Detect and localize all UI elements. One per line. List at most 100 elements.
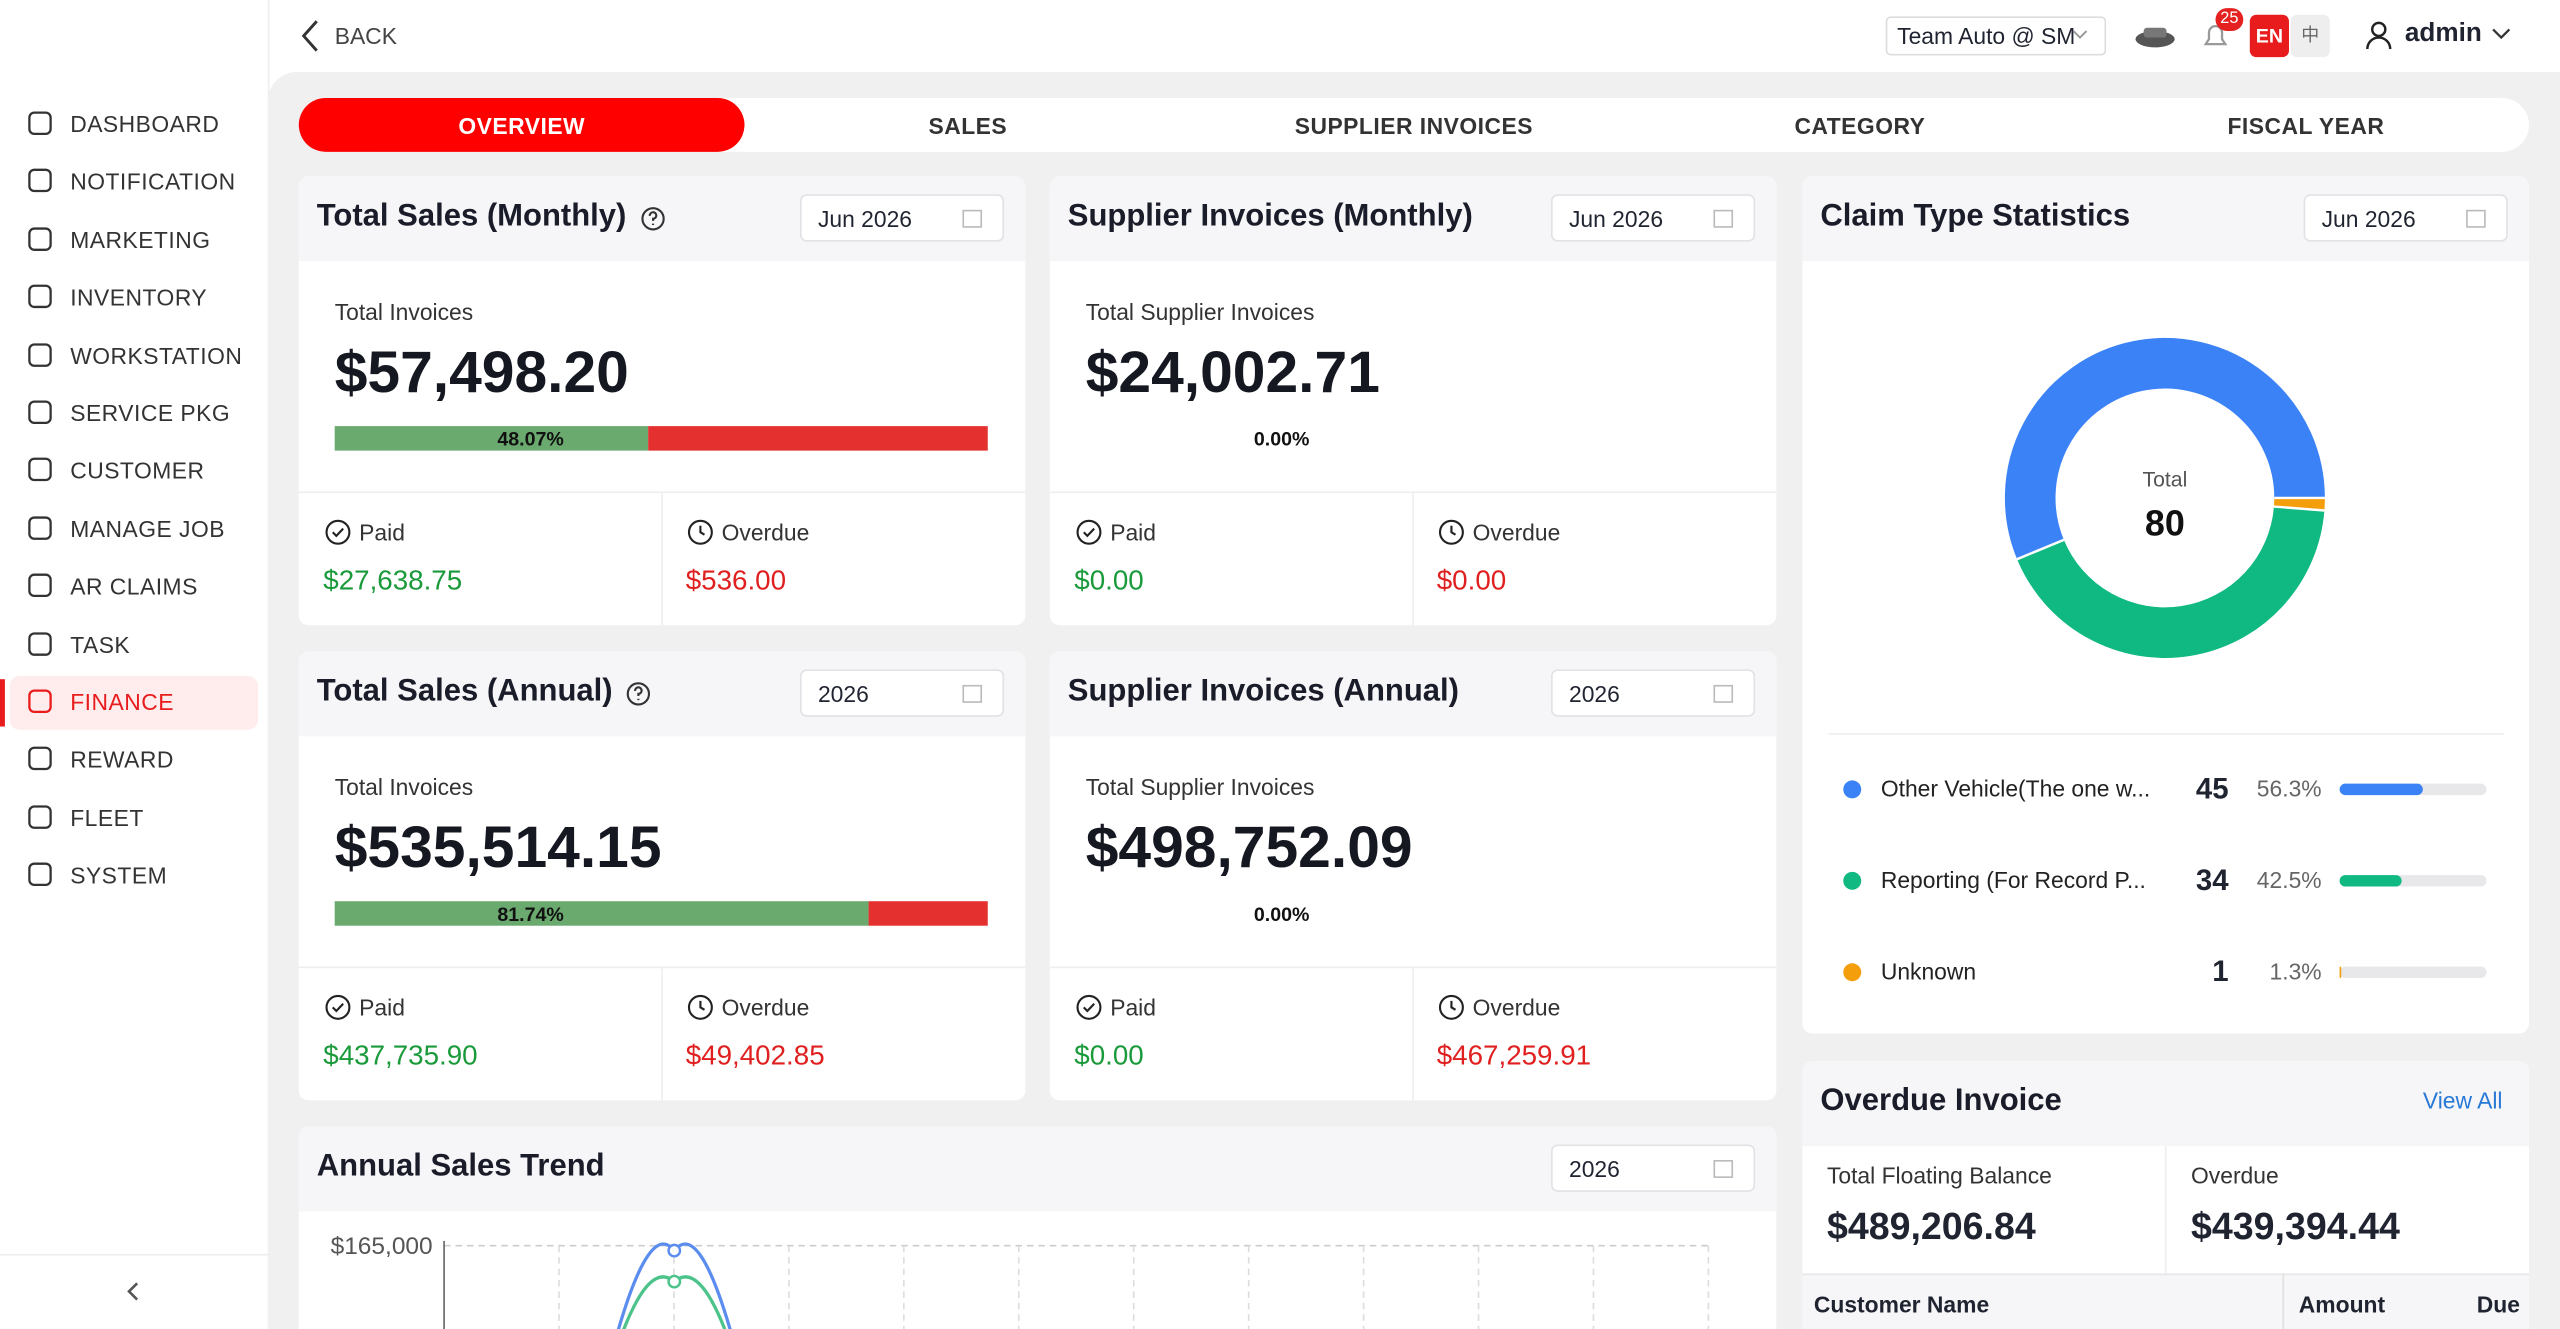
menu-icon bbox=[28, 227, 52, 251]
icon-shape bbox=[962, 684, 983, 703]
menu-icon bbox=[28, 805, 52, 829]
menu-item[interactable]: FINANCE bbox=[70, 688, 174, 716]
menu-item[interactable]: FLEET bbox=[70, 804, 144, 831]
icon-shape bbox=[28, 689, 52, 713]
team-select[interactable] bbox=[1885, 16, 2107, 56]
progress-label: 48.07% bbox=[497, 427, 564, 451]
period-picker[interactable]: Jun 2026 bbox=[799, 194, 1005, 242]
menu-item[interactable]: CUSTOMER bbox=[70, 457, 205, 484]
user-name[interactable]: admin bbox=[2404, 19, 2482, 48]
card-header bbox=[1802, 1061, 2529, 1147]
calendar-icon bbox=[962, 209, 983, 228]
progress-paid bbox=[334, 901, 869, 926]
chevron bbox=[2492, 28, 2511, 40]
donut-segment bbox=[2004, 337, 2325, 560]
menu-item[interactable]: NOTIFICATION bbox=[70, 168, 236, 195]
period-picker[interactable]: 2026 bbox=[1551, 669, 1756, 717]
badge: 25 bbox=[2215, 8, 2244, 32]
tab[interactable]: SALES bbox=[928, 112, 1008, 139]
paid-amount: $437,735.90 bbox=[323, 1040, 478, 1072]
segment-gap bbox=[2016, 538, 2065, 561]
menu-item[interactable]: TASK bbox=[70, 631, 131, 658]
menu-item[interactable]: MANAGE JOB bbox=[70, 515, 225, 542]
point bbox=[667, 1243, 682, 1258]
tab[interactable]: SUPPLIER INVOICES bbox=[1294, 112, 1533, 139]
card-header bbox=[298, 1126, 1777, 1212]
overdue-icon bbox=[687, 994, 713, 1020]
icon-shape bbox=[28, 284, 52, 309]
lang-zh[interactable]: 中 bbox=[2290, 14, 2330, 58]
menu-item[interactable]: WORKSTATION bbox=[70, 342, 243, 369]
floating-label: Total Floating Balance bbox=[1826, 1162, 2052, 1189]
percent-bar bbox=[2339, 783, 2423, 796]
menu-icon bbox=[28, 458, 52, 482]
menu-item[interactable]: AR CLAIMS bbox=[70, 573, 198, 600]
progress-paid bbox=[334, 426, 649, 451]
view-all-link[interactable]: View All bbox=[2422, 1087, 2503, 1114]
tab[interactable]: CATEGORY bbox=[1794, 112, 1926, 139]
icon-shape bbox=[28, 631, 52, 656]
card-title: Supplier Invoices (Monthly) bbox=[1067, 199, 1473, 234]
total-amount: $535,514.15 bbox=[334, 813, 662, 880]
menu-icon bbox=[28, 400, 52, 424]
menu-item[interactable]: SYSTEM bbox=[70, 862, 168, 889]
icon-shape bbox=[28, 862, 52, 887]
menu-icon bbox=[28, 689, 52, 713]
menu-item[interactable]: MARKETING bbox=[70, 226, 211, 253]
percent-bar bbox=[2339, 875, 2403, 887]
period-picker[interactable]: Jun 2026 bbox=[2303, 194, 2508, 242]
progress-rest bbox=[868, 901, 988, 926]
overdue-amount: $439,394.44 bbox=[2191, 1204, 2400, 1248]
paid-icon bbox=[325, 519, 351, 545]
car-icon[interactable] bbox=[2132, 20, 2178, 53]
icon-shape bbox=[640, 207, 665, 231]
icon-shape bbox=[28, 342, 52, 367]
paid-label: Paid bbox=[1110, 519, 1156, 546]
period-picker[interactable]: 2026 bbox=[799, 669, 1005, 717]
menu-icon bbox=[28, 631, 52, 656]
menu-item[interactable]: REWARD bbox=[70, 746, 174, 773]
icon-shape bbox=[634, 686, 643, 701]
overdue-icon bbox=[1438, 994, 1464, 1020]
legend-name: Reporting (For Record P... bbox=[1880, 866, 2146, 894]
card-title: Supplier Invoices (Annual) bbox=[1067, 674, 1460, 709]
menu-icon bbox=[28, 573, 52, 598]
back-icon[interactable] bbox=[294, 16, 327, 55]
divider bbox=[2164, 1146, 2167, 1274]
menu-item[interactable]: SERVICE PKG bbox=[70, 399, 231, 427]
paid-amount: $0.00 bbox=[1074, 1040, 1144, 1072]
icon-shape bbox=[1083, 1003, 1095, 1013]
menu-item[interactable]: DASHBOARD bbox=[70, 111, 220, 138]
percent-bar bbox=[2339, 966, 2342, 978]
icon-shape bbox=[1713, 209, 1734, 228]
trend-chart: $165,000 bbox=[331, 1233, 1710, 1329]
column-header: Customer Name bbox=[1813, 1291, 1990, 1318]
icon-shape bbox=[325, 994, 351, 1020]
donut-total: 80 bbox=[2145, 503, 2185, 544]
icon-shape bbox=[28, 573, 52, 598]
period-picker[interactable]: Jun 2026 bbox=[1551, 194, 1756, 242]
column-header: Due bbox=[2476, 1291, 2520, 1318]
tab[interactable]: FISCAL YEAR bbox=[2227, 112, 2385, 139]
icon-shape bbox=[687, 519, 713, 545]
menu-item[interactable]: INVENTORY bbox=[70, 284, 208, 311]
menu-icon bbox=[28, 747, 52, 771]
divider bbox=[661, 491, 663, 626]
point bbox=[667, 1274, 682, 1289]
lang-en[interactable]: EN bbox=[2249, 14, 2289, 58]
icon-shape bbox=[1438, 519, 1464, 545]
tab[interactable]: OVERVIEW bbox=[458, 112, 586, 139]
total-label: Total Invoices bbox=[334, 773, 474, 800]
overdue-amount: $536.00 bbox=[685, 564, 787, 596]
back-link[interactable]: BACK bbox=[334, 22, 397, 49]
icon-shape bbox=[2466, 209, 2486, 228]
period-picker[interactable]: 2026 bbox=[1551, 1144, 1756, 1192]
paid-amount: $27,638.75 bbox=[323, 564, 463, 596]
collapse-button[interactable] bbox=[121, 1278, 147, 1304]
chevron bbox=[2072, 30, 2088, 39]
bell-icon[interactable] bbox=[2201, 20, 2230, 53]
icon-shape bbox=[28, 458, 52, 482]
icon-shape bbox=[28, 169, 52, 193]
progress-rest bbox=[648, 426, 988, 451]
legend-count: 45 bbox=[2195, 772, 2229, 805]
